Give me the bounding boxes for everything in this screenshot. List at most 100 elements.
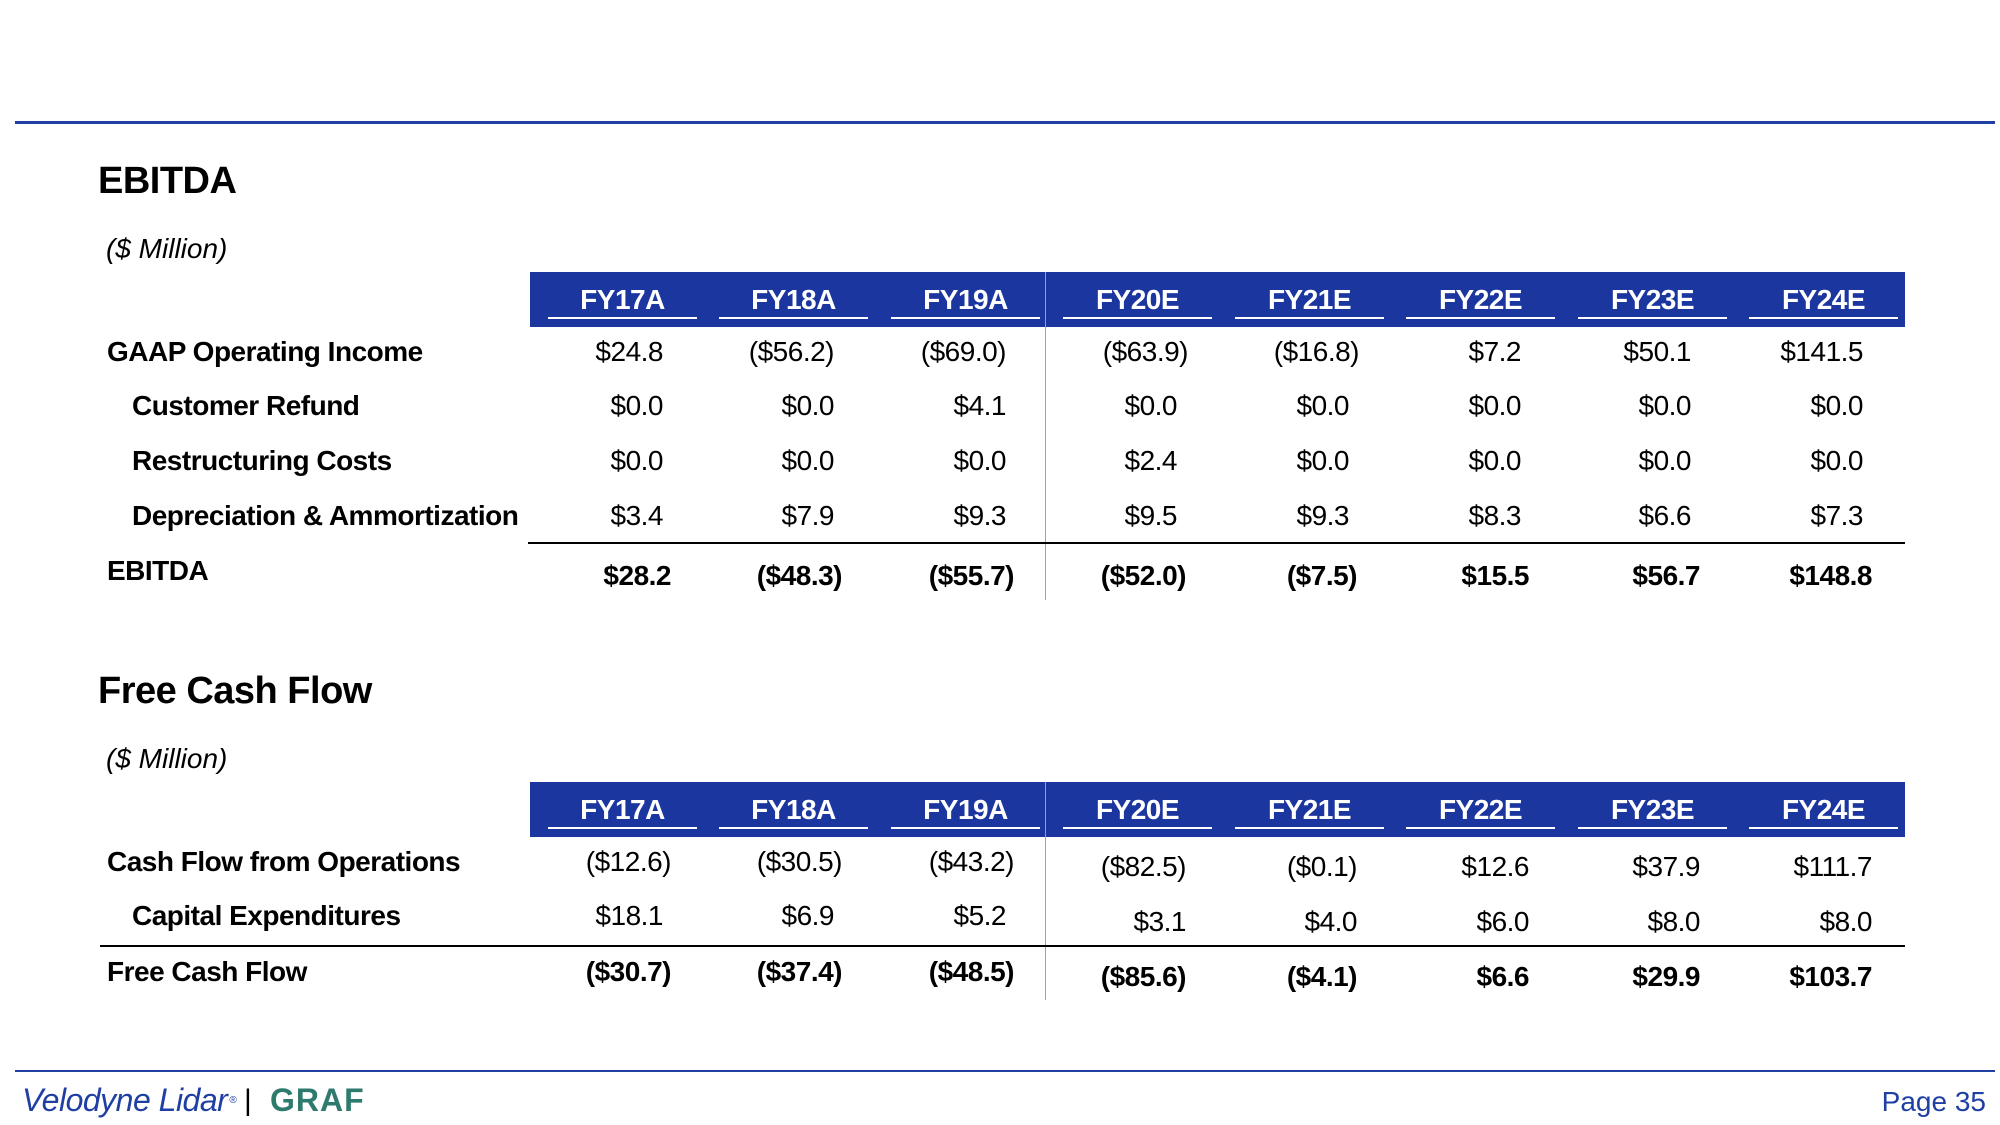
table-cell: $0.0 — [1638, 390, 1692, 421]
ebitda-col-header: FY24E — [1743, 272, 1904, 327]
table-cell: $5.2 — [953, 900, 1007, 931]
table-cell: $4.0 — [1304, 906, 1358, 937]
graf-logo: GRAF — [270, 1082, 365, 1118]
table-cell: $9.3 — [953, 500, 1007, 531]
ebitda-col-header: FY17A — [542, 272, 703, 327]
table-cell: $6.0 — [1476, 906, 1530, 937]
table-cell: $7.9 — [781, 500, 835, 531]
table-cell: $8.0 — [1819, 906, 1873, 937]
ebitda-col-header: FY23E — [1572, 272, 1733, 327]
row-label-gaap-operating-income: GAAP Operating Income — [107, 336, 423, 367]
table-cell: $4.1 — [953, 390, 1007, 421]
ebitda-total-rule — [528, 542, 1905, 544]
table-cell: ($30.7) — [585, 956, 672, 987]
table-cell: $29.9 — [1632, 961, 1700, 992]
table-cell: $0.0 — [610, 445, 664, 476]
table-cell: $50.1 — [1623, 336, 1691, 367]
fcf-actual-estimate-divider — [1045, 782, 1046, 1000]
ebitda-header-band: FY17A FY18A FY19A FY20E FY21E FY22E FY23… — [530, 272, 1905, 327]
fcf-col-header: FY18A — [713, 782, 874, 837]
table-cell: ($48.3) — [756, 560, 843, 591]
row-label-depreciation-ammortization: Depreciation & Ammortization — [132, 500, 519, 531]
table-cell: $0.0 — [953, 445, 1007, 476]
page-number: Page 35 — [1881, 1086, 1986, 1117]
bottom-rule — [15, 1070, 1995, 1072]
table-cell: $37.9 — [1632, 851, 1700, 882]
ebitda-col-header: FY19A — [885, 272, 1046, 327]
table-cell: $18.1 — [595, 900, 663, 931]
table-cell: ($16.8) — [1273, 336, 1360, 367]
table-cell: ($85.6) — [1100, 961, 1187, 992]
table-cell: $0.0 — [1124, 390, 1178, 421]
fcf-col-header: FY19A — [885, 782, 1046, 837]
row-label-capital-expenditures: Capital Expenditures — [132, 900, 401, 931]
table-cell: $3.1 — [1133, 906, 1187, 937]
fcf-header-band: FY17A FY18A FY19A FY20E FY21E FY22E FY23… — [530, 782, 1905, 837]
table-cell: $3.4 — [610, 500, 664, 531]
table-cell: ($0.1) — [1286, 851, 1358, 882]
table-cell: $15.5 — [1461, 560, 1529, 591]
table-cell: $103.7 — [1789, 961, 1872, 992]
table-cell: ($55.7) — [928, 560, 1015, 591]
table-cell: $8.3 — [1468, 500, 1522, 531]
table-cell: $28.2 — [603, 560, 671, 591]
ebitda-unit-label: ($ Million) — [106, 233, 228, 264]
table-cell: ($63.9) — [1102, 336, 1189, 367]
trademark-mark: ® — [229, 1095, 237, 1106]
row-label-customer-refund: Customer Refund — [132, 390, 360, 421]
table-cell: ($48.5) — [928, 956, 1015, 987]
table-cell: ($56.2) — [748, 336, 835, 367]
ebitda-section-title: EBITDA — [98, 160, 237, 202]
table-cell: $7.2 — [1468, 336, 1522, 367]
table-cell: $0.0 — [610, 390, 664, 421]
table-cell: $0.0 — [1638, 445, 1692, 476]
table-cell: $111.7 — [1793, 851, 1873, 882]
fcf-total-rule — [100, 945, 1905, 947]
table-cell: $24.8 — [595, 336, 663, 367]
table-cell: $0.0 — [1296, 445, 1350, 476]
top-rule — [15, 121, 1995, 124]
velodyne-logo: Velodyne Lidar ® — [22, 1082, 237, 1119]
table-cell: ($82.5) — [1100, 851, 1187, 882]
table-cell: $8.0 — [1647, 906, 1701, 937]
table-cell: $0.0 — [1296, 390, 1350, 421]
table-cell: ($7.5) — [1286, 560, 1358, 591]
fcf-section-title: Free Cash Flow — [98, 670, 372, 712]
table-cell: $0.0 — [781, 390, 835, 421]
row-label-free-cash-flow-total: Free Cash Flow — [107, 956, 307, 987]
table-cell: $0.0 — [1810, 445, 1864, 476]
ebitda-col-header: FY22E — [1400, 272, 1561, 327]
fcf-col-header: FY22E — [1400, 782, 1561, 837]
fcf-col-header: FY23E — [1572, 782, 1733, 837]
table-cell: ($12.6) — [585, 846, 672, 877]
ebitda-col-header: FY20E — [1057, 272, 1218, 327]
table-cell: $0.0 — [1468, 390, 1522, 421]
table-cell: $7.3 — [1810, 500, 1864, 531]
table-cell: ($37.4) — [756, 956, 843, 987]
table-cell: $56.7 — [1632, 560, 1700, 591]
ebitda-col-header: FY21E — [1229, 272, 1390, 327]
fcf-col-header: FY20E — [1057, 782, 1218, 837]
table-cell: $0.0 — [1810, 390, 1864, 421]
table-cell: ($43.2) — [928, 846, 1015, 877]
fcf-unit-label: ($ Million) — [106, 743, 228, 774]
ebitda-col-header: FY18A — [713, 272, 874, 327]
footer-separator: | — [244, 1084, 252, 1117]
table-cell: $6.9 — [781, 900, 835, 931]
table-cell: $12.6 — [1461, 851, 1529, 882]
table-cell: $9.3 — [1296, 500, 1350, 531]
table-cell: $141.5 — [1780, 336, 1863, 367]
fcf-col-header: FY17A — [542, 782, 703, 837]
row-label-ebitda-total: EBITDA — [107, 555, 209, 586]
fcf-col-header: FY21E — [1229, 782, 1390, 837]
table-cell: $0.0 — [1468, 445, 1522, 476]
table-cell: ($69.0) — [920, 336, 1007, 367]
table-cell: $9.5 — [1124, 500, 1178, 531]
table-cell: $148.8 — [1789, 560, 1872, 591]
table-cell: ($30.5) — [756, 846, 843, 877]
row-label-restructuring-costs: Restructuring Costs — [132, 445, 392, 476]
table-cell: ($4.1) — [1286, 961, 1358, 992]
table-cell: $0.0 — [781, 445, 835, 476]
velodyne-logo-text: Velodyne Lidar — [22, 1082, 228, 1118]
table-cell: $6.6 — [1476, 961, 1530, 992]
